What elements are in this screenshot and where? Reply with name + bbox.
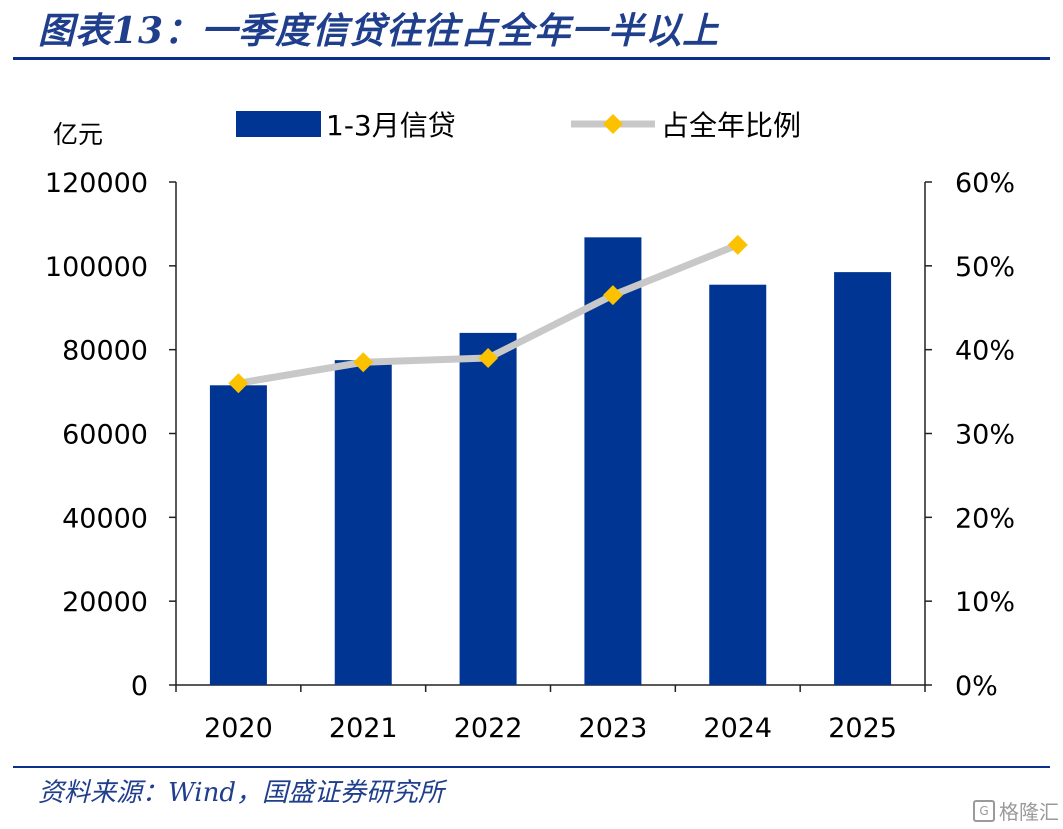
ratio-point <box>602 285 623 306</box>
title-divider <box>13 57 1050 60</box>
x-tick-label: 2023 <box>579 713 648 744</box>
x-tick-label: 2021 <box>329 713 398 744</box>
left-axis-unit: 亿元 <box>53 120 103 149</box>
bar <box>459 332 517 685</box>
left-tick-label: 120000 <box>45 168 148 199</box>
chart-title: 图表13：一季度信贷往往占全年一半以上 <box>38 10 720 52</box>
ratio-point <box>353 352 374 373</box>
ratio-point <box>228 373 249 394</box>
bar <box>334 360 392 685</box>
x-tick-label: 2024 <box>703 713 772 744</box>
left-tick-label: 20000 <box>62 587 148 618</box>
right-tick-label: 50% <box>955 252 1015 283</box>
watermark-logo-icon: G <box>973 799 995 822</box>
bar <box>209 385 267 685</box>
legend-line-marker <box>603 114 623 134</box>
right-tick-label: 20% <box>955 503 1015 534</box>
right-tick-label: 0% <box>955 671 998 702</box>
right-tick-label: 10% <box>955 587 1015 618</box>
left-tick-label: 100000 <box>45 252 148 283</box>
right-tick-label: 40% <box>955 336 1015 367</box>
left-tick-label: 60000 <box>62 420 148 451</box>
footer-divider <box>13 766 1050 768</box>
left-tick-label: 80000 <box>62 336 148 367</box>
left-tick-label: 0 <box>131 671 148 702</box>
right-tick-label: 30% <box>955 420 1015 451</box>
bar <box>709 284 767 685</box>
bar <box>834 272 892 685</box>
watermark-text: 格隆汇 <box>999 800 1059 824</box>
x-tick-label: 2022 <box>454 713 523 744</box>
bar <box>584 237 642 685</box>
ratio-point <box>478 348 499 369</box>
legend-bar-label: 1-3月信贷 <box>326 109 456 142</box>
x-tick-label: 2020 <box>204 713 273 744</box>
ratio-point <box>727 234 748 255</box>
left-tick-label: 40000 <box>62 503 148 534</box>
legend-line-label: 占全年比例 <box>661 109 801 142</box>
x-tick-label: 2025 <box>828 713 897 744</box>
source-note: 资料来源：Wind，国盛证券研究所 <box>38 778 444 808</box>
right-tick-label: 60% <box>955 168 1015 199</box>
legend: 1-3月信贷 占全年比例 <box>236 109 801 142</box>
watermark: G 格隆汇 <box>973 796 1059 825</box>
legend-bar-swatch <box>236 111 321 137</box>
